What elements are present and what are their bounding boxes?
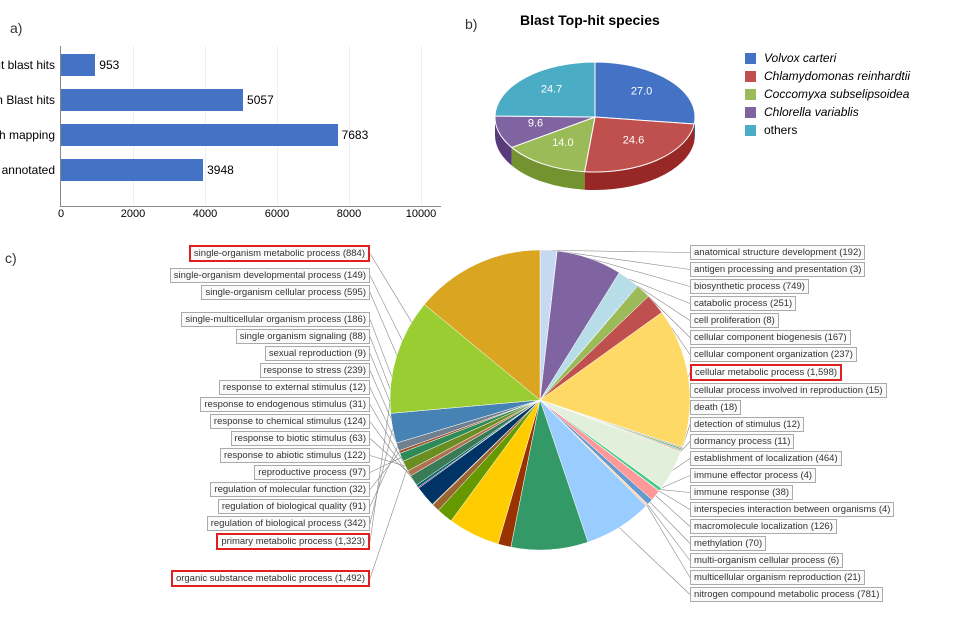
- bar-ylabel: with Blast hits: [0, 93, 55, 107]
- legend-row: others: [745, 123, 910, 137]
- legend-label: Volvox carteri: [764, 51, 836, 65]
- legend-swatch: [745, 89, 756, 100]
- bar: [61, 54, 95, 76]
- pie-b-svg: 27.0 24.6 14.0 9.6 24.7: [475, 47, 735, 207]
- pie-c-right-labels: anatomical structure development (192) an…: [690, 245, 960, 602]
- legend-label: Coccomyxa subselipsoidea: [764, 87, 909, 101]
- bar: [61, 124, 338, 146]
- panel-a-label: a): [10, 20, 22, 36]
- pie-c-label-left: regulation of molecular function (32): [210, 482, 370, 497]
- x-tick: 6000: [265, 208, 289, 220]
- bar-row: without blast hits953: [61, 52, 119, 78]
- pie-c-label-left: response to abiotic stimulus (122): [220, 448, 370, 463]
- pie-c-label-right: biosynthetic process (749): [690, 279, 809, 294]
- x-tick: 4000: [193, 208, 217, 220]
- bar-row: with Blast hits5057: [61, 87, 274, 113]
- legend-swatch: [745, 71, 756, 82]
- x-tick: 0: [58, 208, 64, 220]
- pie-c-label-left: organic substance metabolic process (1,4…: [171, 570, 370, 587]
- pie-c-label-left: single organism signaling (88): [236, 329, 370, 344]
- pie-slice-label: 14.0: [552, 137, 573, 149]
- pie-c-svg: [390, 250, 690, 550]
- legend-row: Chlorella variablis: [745, 105, 910, 119]
- pie-c-label-right: establishment of localization (464): [690, 451, 842, 466]
- pie-c-label-left: sexual reproduction (9): [265, 346, 370, 361]
- pie-c-label-right: multi-organism cellular process (6): [690, 553, 843, 568]
- pie-c-label-right: macromolecule localization (126): [690, 519, 837, 534]
- pie-c-label-left: regulation of biological process (342): [207, 516, 370, 531]
- pie-c-label-left: primary metabolic process (1,323): [216, 533, 370, 550]
- pie-c-label-right: multicellular organism reproduction (21): [690, 570, 865, 585]
- panel-b-label: b): [465, 16, 477, 32]
- panel-b: b) Blast Top-hit species 27.024.614.09.6…: [475, 12, 955, 212]
- legend-row: Chlamydomonas reinhardtii: [745, 69, 910, 83]
- pie-c-label-right: antigen processing and presentation (3): [690, 262, 865, 277]
- pie-c-label-left: response to biotic stimulus (63): [231, 431, 370, 446]
- legend-label: Chlorella variablis: [764, 105, 859, 119]
- pie-c-label-right: cellular component organization (237): [690, 347, 857, 362]
- legend-row: Coccomyxa subselipsoidea: [745, 87, 910, 101]
- legend-label: others: [764, 123, 797, 137]
- pie-c-label-right: cell proliferation (8): [690, 313, 779, 328]
- panel-c: c) single-organism metabolic process (88…: [10, 240, 960, 620]
- pie-c-label-right: catabolic process (251): [690, 296, 796, 311]
- bar-chart: 0200040006000800010000without blast hits…: [60, 46, 441, 207]
- legend-swatch: [745, 53, 756, 64]
- pie-c-label-right: cellular component biogenesis (167): [690, 330, 851, 345]
- panel-a: a) 0200040006000800010000without blast h…: [10, 20, 460, 230]
- pie-b-wrap: 27.0 24.6 14.0 9.6 24.7: [475, 47, 735, 207]
- pie-c-label-right: cellular process involved in reproductio…: [690, 383, 887, 398]
- bar-value: 5057: [247, 93, 274, 107]
- bar-value: 7683: [342, 128, 369, 142]
- pie-c-label-right: death (18): [690, 400, 741, 415]
- bar-row: annotated3948: [61, 157, 234, 183]
- bar-row: with mapping7683: [61, 122, 368, 148]
- pie-b-legend: Volvox carteri Chlamydomonas reinhardtii C…: [745, 47, 910, 141]
- pie-c-label-left: response to endogenous stimulus (31): [200, 397, 370, 412]
- pie-c-label-right: methylation (70): [690, 536, 766, 551]
- pie-c-label-left: response to stress (239): [260, 363, 370, 378]
- legend-swatch: [745, 107, 756, 118]
- bar-value: 3948: [207, 163, 234, 177]
- legend-row: Volvox carteri: [745, 51, 910, 65]
- x-tick: 8000: [337, 208, 361, 220]
- pie-slice-label: 24.6: [623, 135, 644, 147]
- bar-ylabel: annotated: [0, 163, 55, 177]
- pie-c-label-left: response to external stimulus (12): [219, 380, 370, 395]
- panel-c-label: c): [5, 250, 17, 266]
- bar: [61, 159, 203, 181]
- pie-c-label-left: single-organism developmental process (1…: [170, 268, 370, 283]
- pie-c-label-right: cellular metabolic process (1,598): [690, 364, 842, 381]
- pie-slice-label: 27.0: [631, 85, 652, 97]
- legend-swatch: [745, 125, 756, 136]
- x-tick: 10000: [406, 208, 437, 220]
- pie-c-label-left: single-multicellular organism process (1…: [181, 312, 370, 327]
- pie-c-label-right: detection of stimulus (12): [690, 417, 804, 432]
- pie-c-label-left: regulation of biological quality (91): [218, 499, 370, 514]
- pie-c-label-left: single-organism metabolic process (884): [189, 245, 370, 262]
- bar: [61, 89, 243, 111]
- pie-c-label-right: immune effector process (4): [690, 468, 816, 483]
- legend-label: Chlamydomonas reinhardtii: [764, 69, 910, 83]
- pie-b-title: Blast Top-hit species: [520, 12, 955, 28]
- bar-ylabel: with mapping: [0, 128, 55, 142]
- pie-c-label-right: immune response (38): [690, 485, 793, 500]
- pie-slice-label: 24.7: [541, 84, 562, 96]
- pie-c-label-right: dormancy process (11): [690, 434, 794, 449]
- pie-c-label-right: nitrogen compound metabolic process (781…: [690, 587, 883, 602]
- pie-c-label-right: anatomical structure development (192): [690, 245, 865, 260]
- pie-c-label-left: single-organism cellular process (595): [201, 285, 370, 300]
- bar-value: 953: [99, 58, 119, 72]
- x-tick: 2000: [121, 208, 145, 220]
- pie-c-label-right: interspecies interaction between organis…: [690, 502, 894, 517]
- pie-c-left-labels: single-organism metabolic process (884) s…: [70, 245, 370, 587]
- pie-c-label-left: response to chemical stimulus (124): [210, 414, 370, 429]
- pie-slice-label: 9.6: [528, 118, 543, 130]
- pie-c-label-left: reproductive process (97): [254, 465, 370, 480]
- bar-ylabel: without blast hits: [0, 58, 55, 72]
